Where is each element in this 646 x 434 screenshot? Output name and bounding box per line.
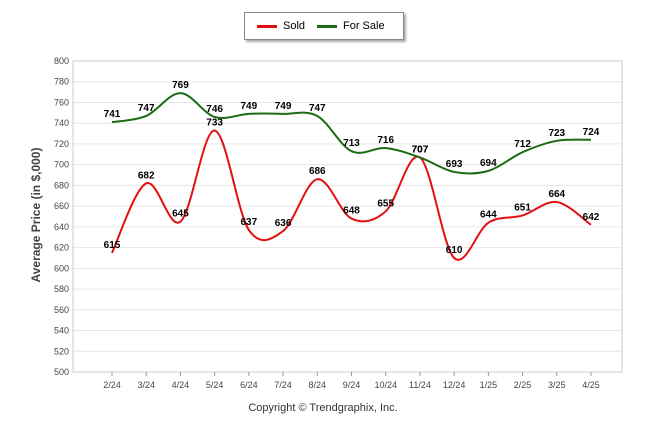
series-line-sold [111,129,592,261]
x-tick-label: 5/24 [206,380,224,390]
data-label-for-sale: 749 [275,101,292,112]
data-label-for-sale: 713 [343,138,360,149]
legend-item-sold: Sold [257,19,305,33]
data-label-for-sale: 716 [377,135,394,146]
x-tick-label: 2/25 [514,380,532,390]
y-tick-label: 700 [54,160,69,170]
x-tick-label: 9/24 [343,380,361,390]
y-tick-label: 680 [54,180,69,190]
y-tick-label: 800 [54,56,69,66]
y-tick-label: 720 [54,139,69,149]
y-tick-label: 780 [54,77,69,87]
y-tick-label: 540 [54,326,69,336]
data-label-for-sale: 769 [172,80,189,91]
data-label-sold: 636 [275,218,292,229]
legend-swatch-sold [257,24,277,28]
plot-area [72,60,623,373]
data-label-sold: 733 [206,117,223,128]
legend-swatch-for-sale [317,24,337,28]
y-tick-label: 560 [54,305,69,315]
data-label-sold: 682 [138,170,155,181]
y-tick-label: 740 [54,118,69,128]
data-label-sold: 642 [583,212,600,223]
data-label-for-sale: 723 [548,128,565,139]
data-label-sold: 637 [241,217,258,228]
x-tick-label: 2/24 [103,380,121,390]
x-tick-label: 1/25 [480,380,498,390]
data-label-sold: 648 [343,206,360,217]
x-tick-label: 10/24 [374,380,397,390]
data-label-for-sale: 746 [206,104,223,115]
x-tick-label: 12/24 [443,380,466,390]
y-axis-label: Average Price (in $,000) [29,147,43,283]
data-label-sold: 644 [480,210,497,221]
legend: Sold For Sale [244,12,404,40]
y-tick-label: 620 [54,243,69,253]
data-label-for-sale: 749 [241,101,258,112]
data-label-sold: 645 [172,209,189,220]
data-label-for-sale: 747 [138,103,155,114]
data-label-for-sale: 712 [514,139,531,150]
x-tick-label: 4/25 [582,380,600,390]
copyright-footer: Copyright © Trendgraphix, Inc. [248,402,398,414]
data-label-sold: 615 [104,240,121,251]
series-line-for-sale [111,92,592,175]
data-label-sold: 686 [309,166,326,177]
data-label-for-sale: 741 [104,109,121,120]
x-tick-label: 11/24 [409,380,431,390]
legend-item-for-sale: For Sale [317,19,385,33]
data-label-sold: 651 [514,202,531,213]
legend-label-sold: Sold [283,20,306,32]
y-tick-label: 500 [54,367,69,377]
x-tick-label: 3/25 [548,380,566,390]
data-label-for-sale: 693 [446,159,463,170]
data-label-for-sale: 694 [480,158,497,169]
y-tick-label: 580 [54,284,69,294]
data-label-for-sale: 724 [583,127,600,138]
y-tick-label: 760 [54,97,69,107]
x-tick-label: 8/24 [309,380,327,390]
x-tick-label: 4/24 [172,380,190,390]
y-tick-label: 640 [54,222,69,232]
x-tick-label: 7/24 [274,380,292,390]
y-tick-label: 660 [54,201,69,211]
legend-label-for-sale: For Sale [343,20,385,32]
x-tick-label: 3/24 [137,380,155,390]
data-label-sold: 707 [412,144,429,155]
data-label-sold: 664 [548,189,565,200]
y-tick-label: 520 [54,346,69,356]
x-tick-label: 6/24 [240,380,258,390]
data-label-sold: 655 [377,198,394,209]
data-label-sold: 610 [446,245,463,256]
data-label-for-sale: 747 [309,103,326,114]
y-tick-label: 600 [54,263,69,273]
data-label-for-sale: 707 [412,144,429,155]
